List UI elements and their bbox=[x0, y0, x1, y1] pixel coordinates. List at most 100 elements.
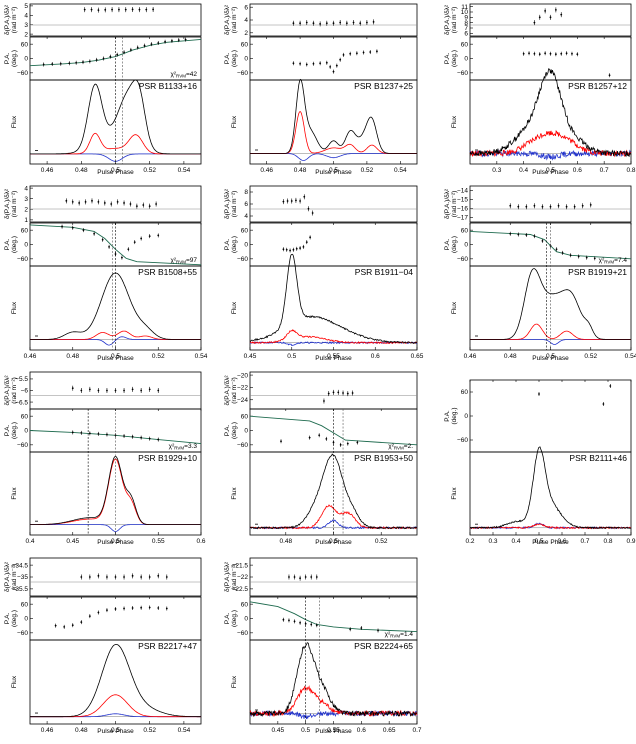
rm-point bbox=[541, 205, 544, 208]
circular-polarization-profile bbox=[250, 153, 417, 161]
x-tick-label: 0.6 bbox=[196, 538, 205, 545]
total-intensity-profile bbox=[250, 78, 417, 154]
rm-tick-label: −22.5 bbox=[232, 586, 249, 593]
pa-axis-label-line1: P.A. bbox=[4, 613, 11, 625]
chi2-symbol: χ² bbox=[599, 257, 605, 264]
pa-point bbox=[289, 249, 291, 252]
x-tick-label: 0.45 bbox=[272, 727, 285, 734]
rm-tick-label: 4 bbox=[24, 185, 28, 192]
pa-point bbox=[292, 248, 295, 251]
pa-point bbox=[554, 53, 557, 56]
x-axis-label: Pulse Phase bbox=[532, 169, 569, 176]
total-intensity-profile bbox=[249, 253, 418, 344]
rm-point bbox=[310, 576, 313, 578]
pa-tick-label: 0 bbox=[464, 242, 468, 249]
x-tick-label: 0.52 bbox=[152, 353, 165, 360]
chi2-subscript: RVM bbox=[176, 260, 186, 265]
pa-point bbox=[127, 248, 130, 251]
x-tick-label: 0.54 bbox=[625, 353, 636, 360]
pa-point bbox=[116, 53, 119, 56]
rm-tick-label: −21.5 bbox=[232, 562, 249, 569]
pa-point bbox=[285, 248, 288, 251]
pa-point bbox=[88, 615, 91, 618]
rm-tick-label: 5 bbox=[24, 3, 28, 10]
x-tick-label: 0.5 bbox=[301, 727, 310, 734]
rm-point bbox=[97, 200, 100, 203]
x-tick-label: 0.3 bbox=[488, 538, 497, 545]
rm-tick-label: 8 bbox=[244, 189, 248, 196]
rm-point bbox=[332, 391, 335, 394]
x-axis-label: Pulse Phase bbox=[97, 169, 134, 176]
rm-point bbox=[312, 22, 315, 25]
pa-axis-label-line1: P.A. bbox=[224, 53, 231, 65]
x-tick-label: 0.5 bbox=[287, 353, 296, 360]
pa-tick-label: 0 bbox=[24, 242, 28, 249]
pulsar-panel: −21.5 −22 −22.5δ(P.A.)/δλ²(rad m⁻²) 60 0 −60 χ… bbox=[224, 557, 422, 735]
rm-point bbox=[131, 388, 134, 391]
pa-axis-label-line2: (deg.) bbox=[451, 50, 458, 67]
x-tick-label: 0.48 bbox=[279, 538, 292, 545]
pulsar-name: PSR B1133+16 bbox=[139, 81, 197, 91]
rm-tick-label: 3 bbox=[24, 22, 28, 29]
rm-tick-label: 11 bbox=[461, 4, 468, 11]
rvm-chi2-value: =42 bbox=[186, 71, 197, 78]
pa-point bbox=[342, 54, 345, 56]
chi2-subscript: RVM bbox=[174, 446, 184, 451]
rvm-chi2-value: =7.4 bbox=[614, 257, 627, 264]
flux-axis-label: Flux bbox=[231, 487, 238, 500]
rm-point bbox=[148, 205, 151, 208]
pa-tick-label: −60 bbox=[237, 442, 248, 449]
rm-panel-frame bbox=[249, 557, 418, 597]
rm-tick-label: −22 bbox=[237, 385, 248, 392]
rm-point bbox=[525, 205, 528, 208]
x-tick-label: 0.46 bbox=[41, 167, 54, 174]
pa-point bbox=[377, 629, 379, 632]
rm-point bbox=[288, 576, 290, 578]
pa-point bbox=[95, 59, 98, 61]
rm-point bbox=[299, 577, 301, 580]
rm-point bbox=[311, 212, 314, 214]
x-tick-label: 0.46 bbox=[24, 353, 37, 360]
rm-point bbox=[71, 200, 74, 203]
rm-point bbox=[509, 204, 512, 207]
rm-point bbox=[299, 22, 301, 25]
rvm-chi2-label: χ²RVM=7.4 bbox=[599, 257, 628, 265]
rm-point bbox=[148, 576, 151, 578]
x-tick-label: 0.9 bbox=[626, 538, 635, 545]
pa-point bbox=[71, 431, 74, 434]
pa-tick-label: 0 bbox=[464, 413, 468, 420]
total-intensity-profile bbox=[469, 68, 632, 158]
pa-point bbox=[576, 53, 579, 56]
pa-axis-label: P.A.(deg.) bbox=[4, 236, 18, 253]
pa-axis-label-line2: (deg.) bbox=[11, 50, 18, 67]
rm-axis-label-line2: (rad m⁻²) bbox=[11, 377, 18, 404]
x-tick-label: 0.48 bbox=[75, 727, 88, 734]
flux-axis-label: Flux bbox=[231, 675, 238, 688]
x-tick-label: 0.54 bbox=[195, 353, 208, 360]
rm-point bbox=[148, 388, 151, 391]
pa-point bbox=[150, 43, 153, 46]
rm-point bbox=[554, 8, 557, 11]
pa-point bbox=[121, 256, 123, 259]
pa-point bbox=[131, 435, 134, 438]
x-tick-label: 0.52 bbox=[584, 353, 597, 360]
x-tick-label: 0.65 bbox=[383, 727, 396, 734]
rm-point bbox=[106, 389, 108, 392]
pa-point bbox=[63, 625, 66, 628]
rm-point bbox=[116, 200, 119, 203]
pa-point bbox=[509, 232, 512, 235]
rvm-chi2-label: χ²RVM=42 bbox=[170, 71, 197, 79]
pa-tick-label: 0 bbox=[24, 616, 28, 623]
rm-point bbox=[80, 389, 83, 392]
x-tick-label: 0.48 bbox=[504, 353, 517, 360]
pa-axis-label: P.A.(deg.) bbox=[224, 236, 238, 253]
pulsar-name: PSR B2111+46 bbox=[569, 453, 627, 463]
rm-axis-label-line1: δ(P.A.)/δλ² bbox=[444, 4, 451, 35]
x-axis-label: Pulse Phase bbox=[315, 728, 352, 735]
x-tick-label: 0.8 bbox=[603, 538, 612, 545]
pa-axis-label-line2: (deg.) bbox=[451, 408, 458, 425]
x-axis-label: Pulse Phase bbox=[97, 355, 134, 362]
